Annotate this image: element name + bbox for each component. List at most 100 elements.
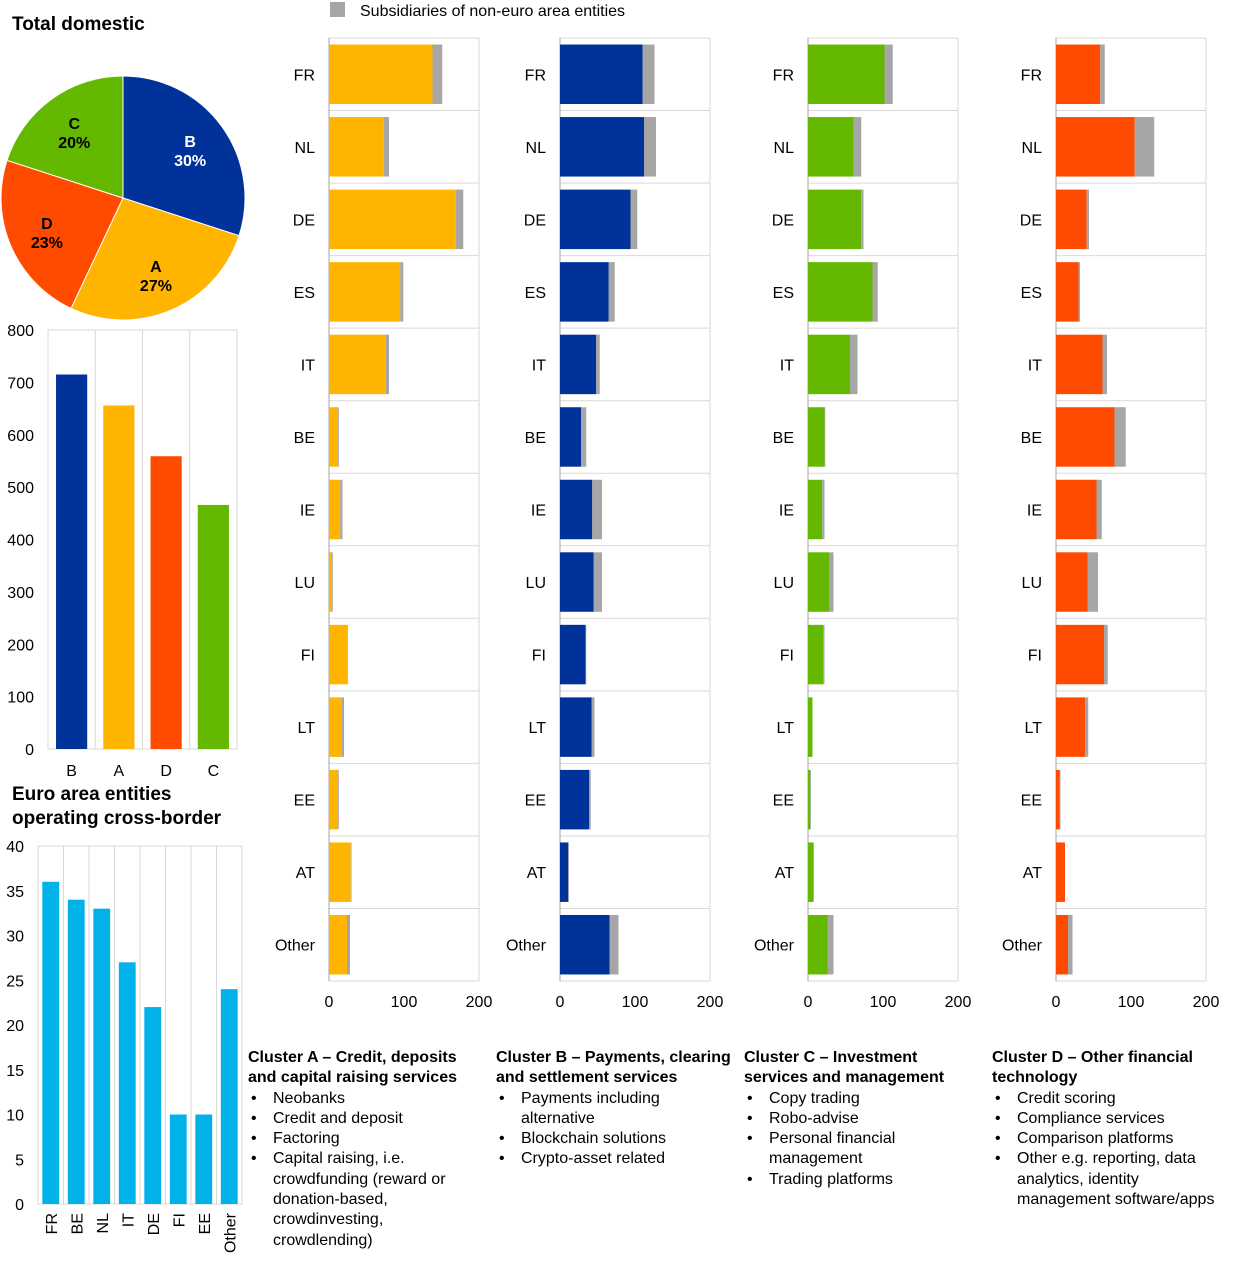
cluster-D-bar-subsidiary-ES xyxy=(1078,262,1080,322)
crossborder-bar-BE xyxy=(67,899,85,1204)
cluster-c-title: Cluster C – Investment services and mana… xyxy=(744,1049,945,1087)
cluster-C-bar-domestic-NL xyxy=(808,117,854,177)
cluster-A-bar-subsidiary-EE xyxy=(338,769,339,830)
cluster-B-bar-domestic-NL xyxy=(560,117,644,177)
cluster-C-bar-domestic-BE xyxy=(808,407,825,467)
cluster-b-item: Crypto-asset related xyxy=(496,1149,732,1170)
pie-slice-label-D: D xyxy=(41,216,53,233)
cluster-A-bar-subsidiary-DE xyxy=(455,189,464,250)
cluster-A-bar-domestic-IE xyxy=(329,479,341,540)
pie-slice-percent-A: 27% xyxy=(140,278,172,295)
cluster-C-bar-subsidiary-Other xyxy=(827,914,834,975)
cluster-c-item: Trading platforms xyxy=(744,1170,980,1191)
cluster-A-country-label: IT xyxy=(301,357,315,374)
crossborder-xtick-label: FR xyxy=(44,1213,61,1234)
cluster-D-bar-subsidiary-IE xyxy=(1096,479,1102,540)
cluster-C-bar-domestic-DE xyxy=(808,189,862,250)
cluster-b-item: Blockchain solutions xyxy=(496,1129,732,1150)
cluster-D-xtick-label: 0 xyxy=(1052,994,1061,1011)
pie-slice-label-C: C xyxy=(68,116,80,133)
cluster-b-title: Cluster B – Payments, clearing and settl… xyxy=(496,1049,731,1087)
cluster-B-xtick-label: 0 xyxy=(556,994,565,1011)
cluster-B-country-label: Other xyxy=(506,938,547,955)
cluster-A-bar-domestic-NL xyxy=(329,117,384,177)
cluster-C-bar-domestic-FI xyxy=(808,624,823,685)
cluster-C-country-label: BE xyxy=(773,430,794,447)
cluster-B-country-label: LT xyxy=(529,720,547,737)
cluster-B-bar-subsidiary-ES xyxy=(608,262,615,322)
cluster-C-bar-subsidiary-NL xyxy=(853,117,862,177)
crossborder-xtick-label: Other xyxy=(222,1212,239,1253)
cluster-D-bar-domestic-LT xyxy=(1056,697,1086,757)
cluster-B-country-label: IT xyxy=(532,357,546,374)
cluster-A-bar-subsidiary-ES xyxy=(400,262,404,322)
cluster-D-bar-domestic-BE xyxy=(1056,407,1115,467)
cluster-D-xtick-label: 100 xyxy=(1118,994,1145,1011)
cluster-A-bar-subsidiary-AT xyxy=(350,842,352,902)
cluster-B-bar-subsidiary-FI xyxy=(585,624,587,685)
cluster-a-item: Factoring xyxy=(248,1129,484,1150)
cluster-C-bar-domestic-LU xyxy=(808,552,829,612)
cluster-B-bar-subsidiary-IE xyxy=(592,479,602,540)
crossborder-xtick-label: NL xyxy=(95,1213,112,1234)
cluster-a-item: Credit and deposit xyxy=(248,1109,484,1130)
cluster-D-country-label: IE xyxy=(1027,503,1042,520)
cluster-a-item: Neobanks xyxy=(248,1089,484,1110)
cluster-D-bar-subsidiary-DE xyxy=(1086,189,1089,250)
cluster-A-bar-domestic-EE xyxy=(329,769,338,830)
pie-slice-D xyxy=(0,159,124,310)
cluster-B-country-label: FI xyxy=(532,648,546,665)
domestic-bars-ytick-label: 200 xyxy=(7,637,34,654)
cluster-d-item: Credit scoring xyxy=(992,1089,1228,1110)
cluster-B-xtick-label: 100 xyxy=(622,994,649,1011)
cluster-D-country-label: IT xyxy=(1028,357,1042,374)
cluster-C-country-label: FI xyxy=(780,648,794,665)
cluster-A-country-label: ES xyxy=(294,285,315,302)
pie-slice-percent-C: 20% xyxy=(58,135,90,152)
cluster-A-country-label: Other xyxy=(275,938,316,955)
cluster-A-bar-domestic-ES xyxy=(329,262,401,322)
cluster-B-bar-subsidiary-IT xyxy=(596,334,600,395)
cluster-A-bar-domestic-IT xyxy=(329,334,386,395)
cluster-B-bar-subsidiary-Other xyxy=(609,914,619,975)
cluster-C-bar-subsidiary-BE xyxy=(824,407,826,467)
cluster-C-bar-subsidiary-ES xyxy=(872,262,878,322)
cluster-D-xtick-label: 200 xyxy=(1193,994,1220,1011)
cluster-C-country-label: Other xyxy=(754,938,795,955)
cluster-B-bar-subsidiary-BE xyxy=(581,407,587,467)
cluster-B-bar-subsidiary-AT xyxy=(568,842,569,902)
pie-slice-A xyxy=(70,197,240,321)
cluster-C-bar-subsidiary-EE xyxy=(810,769,811,830)
cluster-D-country-label: Other xyxy=(1002,938,1043,955)
cluster-a-title: Cluster A – Credit, deposits and capital… xyxy=(248,1049,457,1087)
cluster-a-item: Capital raising, i.e. crowdfunding (rewa… xyxy=(248,1149,484,1250)
cluster-C-xtick-label: 0 xyxy=(804,994,813,1011)
crossborder-ytick-label: 30 xyxy=(6,929,24,946)
cluster-C-bar-domestic-ES xyxy=(808,262,873,322)
crossborder-xtick-label: IT xyxy=(120,1213,137,1227)
cluster-D-country-label: FI xyxy=(1028,648,1042,665)
cluster-D-bar-subsidiary-NL xyxy=(1134,117,1155,177)
cluster-B-bar-domestic-BE xyxy=(560,407,581,467)
legend-swatch-subsidiaries xyxy=(330,2,345,17)
cluster-C-bar-subsidiary-IE xyxy=(822,479,825,540)
cluster-D-country-label: AT xyxy=(1023,865,1042,882)
crossborder-bar-NL xyxy=(93,908,111,1204)
cluster-C-bar-subsidiary-LU xyxy=(829,552,834,612)
cluster-B-bar-domestic-IE xyxy=(560,479,593,540)
domestic-bar-B xyxy=(56,374,88,749)
cluster-C-bar-subsidiary-FR xyxy=(884,44,893,105)
crossborder-xtick-label: FI xyxy=(171,1213,188,1227)
cluster-A-country-label: IE xyxy=(300,503,315,520)
cluster-A-bar-subsidiary-NL xyxy=(383,117,389,177)
cluster-D-bar-domestic-ES xyxy=(1056,262,1079,322)
cluster-A-bar-subsidiary-LU xyxy=(332,552,333,612)
cluster-D-bar-domestic-DE xyxy=(1056,189,1087,250)
pie-slice-percent-D: 23% xyxy=(31,235,63,252)
cluster-D-bar-subsidiary-BE xyxy=(1114,407,1126,467)
cluster-D-bar-domestic-FR xyxy=(1056,44,1101,105)
cluster-D-bar-domestic-IE xyxy=(1056,479,1097,540)
domestic-bars-ytick-label: 800 xyxy=(7,323,34,340)
cluster-A-xtick-label: 100 xyxy=(391,994,418,1011)
domestic-bars-xtick-label: D xyxy=(160,763,172,780)
